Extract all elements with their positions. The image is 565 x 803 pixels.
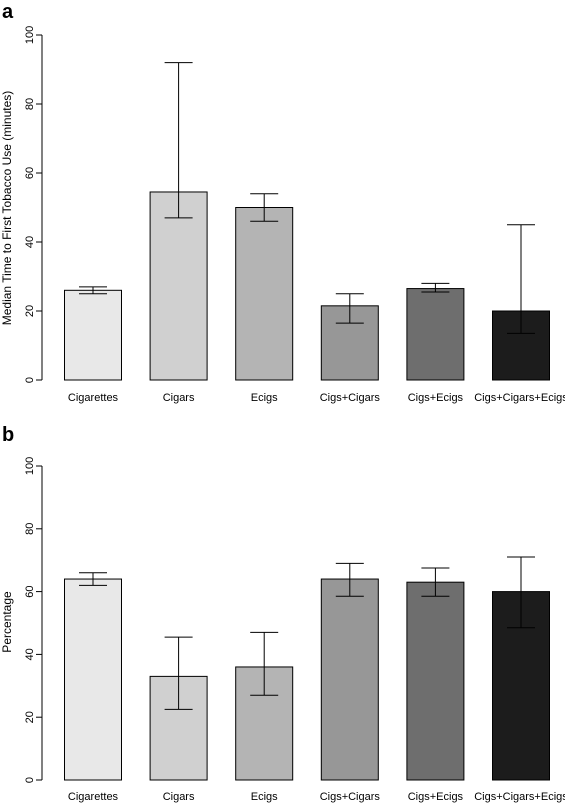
category-label-a-3: Cigs+Cigars xyxy=(320,392,381,404)
y-tick-label-b-0: 0 xyxy=(24,777,36,783)
y-tick-label-b-60: 60 xyxy=(24,585,36,597)
category-label-b-1: Cigars xyxy=(163,791,195,803)
category-label-a-0: Cigarettes xyxy=(68,392,119,404)
chart-panel-a: a Median Time to First Tobacco Use (minu… xyxy=(0,1,565,404)
bar-b-0 xyxy=(64,578,122,781)
category-label-a-5: Cigs+Cigars+Ecigs xyxy=(474,392,565,404)
y-tick-label-a-20: 20 xyxy=(24,305,36,317)
panel-letter-a: a xyxy=(2,1,14,23)
y-axis-title-a: Median Time to First Tobacco Use (minute… xyxy=(0,91,14,326)
category-label-b-3: Cigs+Cigars xyxy=(320,791,381,803)
bar-a-4 xyxy=(406,288,465,381)
category-label-b-2: Ecigs xyxy=(251,791,278,803)
y-tick-label-a-100: 100 xyxy=(24,26,36,44)
y-tick-label-b-100: 100 xyxy=(24,457,36,475)
bar-a-2 xyxy=(235,207,294,381)
y-tick-label-a-80: 80 xyxy=(24,98,36,110)
category-label-b-5: Cigs+Cigars+Ecigs xyxy=(474,791,565,803)
bar-a-0 xyxy=(64,289,122,381)
category-label-a-4: Cigs+Ecigs xyxy=(408,392,464,404)
y-tick-label-b-80: 80 xyxy=(24,523,36,535)
y-axis-title-b: Percentage xyxy=(0,591,14,653)
category-label-b-4: Cigs+Ecigs xyxy=(408,791,464,803)
bar-a-3 xyxy=(320,305,379,381)
category-label-a-1: Cigars xyxy=(163,392,195,404)
chart-panel-b: b Percentage 0 20 40 60 80 100 Cigarettes Cigar… xyxy=(0,424,565,803)
panel-letter-b: b xyxy=(2,424,14,446)
y-tick-label-b-20: 20 xyxy=(24,711,36,723)
category-label-b-0: Cigarettes xyxy=(68,791,119,803)
category-label-a-2: Ecigs xyxy=(251,392,278,404)
y-tick-label-b-40: 40 xyxy=(24,648,36,660)
bar-b-4 xyxy=(406,581,465,781)
y-tick-label-a-40: 40 xyxy=(24,236,36,248)
y-tick-label-a-60: 60 xyxy=(24,167,36,179)
bar-b-3 xyxy=(320,578,379,781)
y-tick-label-a-0: 0 xyxy=(24,377,36,383)
bar-a-1 xyxy=(149,191,208,381)
